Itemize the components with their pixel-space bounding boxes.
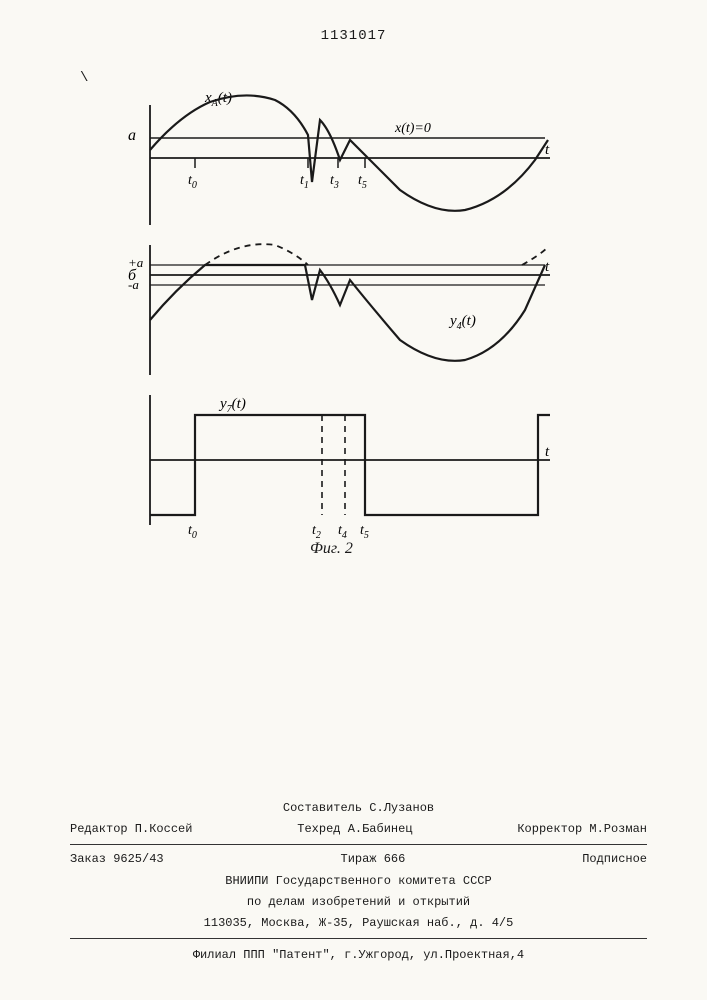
subscription: Подписное bbox=[582, 851, 647, 868]
credits-row: Редактор П.Коссей Техред А.Бабинец Корре… bbox=[70, 821, 647, 838]
plus-a-label: +a bbox=[128, 255, 144, 270]
pulse-y7 bbox=[150, 415, 550, 515]
order-row: Заказ 9625/43 Тираж 666 Подписное bbox=[70, 851, 647, 868]
compiler-line: Составитель С.Лузанов bbox=[70, 800, 647, 817]
page: \ 1131017 a x(t)=0 t xA(t) t0 bbox=[0, 0, 707, 1000]
stray-mark: \ bbox=[80, 70, 88, 86]
document-number: 1131017 bbox=[321, 28, 387, 44]
figure-caption: Фиг. 2 bbox=[310, 540, 353, 558]
diagram-svg: a x(t)=0 t xA(t) t0 t1 t3 bbox=[120, 90, 560, 560]
tick-t5-c: t5 bbox=[360, 523, 369, 541]
techred: Техред А.Бабинец bbox=[297, 821, 412, 838]
corrector: Корректор М.Розман bbox=[517, 821, 647, 838]
curve-y4-label: y4(t) bbox=[448, 313, 476, 332]
panel-a-label: a bbox=[128, 127, 136, 144]
panel-c: t y7(t) t0 t2 t4 t5 bbox=[150, 395, 550, 541]
tick-t0-a: t0 bbox=[188, 173, 197, 191]
axis-t-b: t bbox=[545, 259, 550, 275]
dashed-b1 bbox=[205, 244, 308, 265]
editor: Редактор П.Коссей bbox=[70, 821, 192, 838]
org-line2: по делам изобретений и открытий bbox=[70, 894, 647, 911]
tick-t5-a: t5 bbox=[358, 173, 367, 191]
address: 113035, Москва, Ж-35, Раушская наб., д. … bbox=[70, 915, 647, 932]
minus-a-label: -a bbox=[128, 277, 139, 292]
panel-b: б +a t -a y4(t) bbox=[128, 244, 550, 375]
divider-2 bbox=[70, 938, 647, 939]
order-number: Заказ 9625/43 bbox=[70, 851, 164, 868]
credits-block: Составитель С.Лузанов Редактор П.Коссей … bbox=[70, 800, 647, 964]
threshold-label: x(t)=0 bbox=[394, 121, 431, 136]
circulation: Тираж 666 bbox=[341, 851, 406, 868]
tick-t2: t2 bbox=[312, 523, 321, 541]
curve-y4 bbox=[150, 265, 545, 361]
org-line1: ВНИИПИ Государственного комитета СССР bbox=[70, 873, 647, 890]
curve-y7-label: y7(t) bbox=[218, 396, 246, 415]
tick-t1: t1 bbox=[300, 173, 309, 191]
tick-t3: t3 bbox=[330, 173, 339, 191]
tick-t0-c: t0 bbox=[188, 523, 197, 541]
axis-t-c: t bbox=[545, 444, 550, 460]
timing-diagram: a x(t)=0 t xA(t) t0 t1 t3 bbox=[120, 90, 560, 560]
curve-xa bbox=[150, 95, 548, 210]
divider-1 bbox=[70, 844, 647, 845]
panel-a: a x(t)=0 t xA(t) t0 t1 t3 bbox=[128, 90, 550, 225]
branch: Филиал ППП "Патент", г.Ужгород, ул.Проек… bbox=[70, 947, 647, 964]
tick-t4: t4 bbox=[338, 523, 347, 541]
